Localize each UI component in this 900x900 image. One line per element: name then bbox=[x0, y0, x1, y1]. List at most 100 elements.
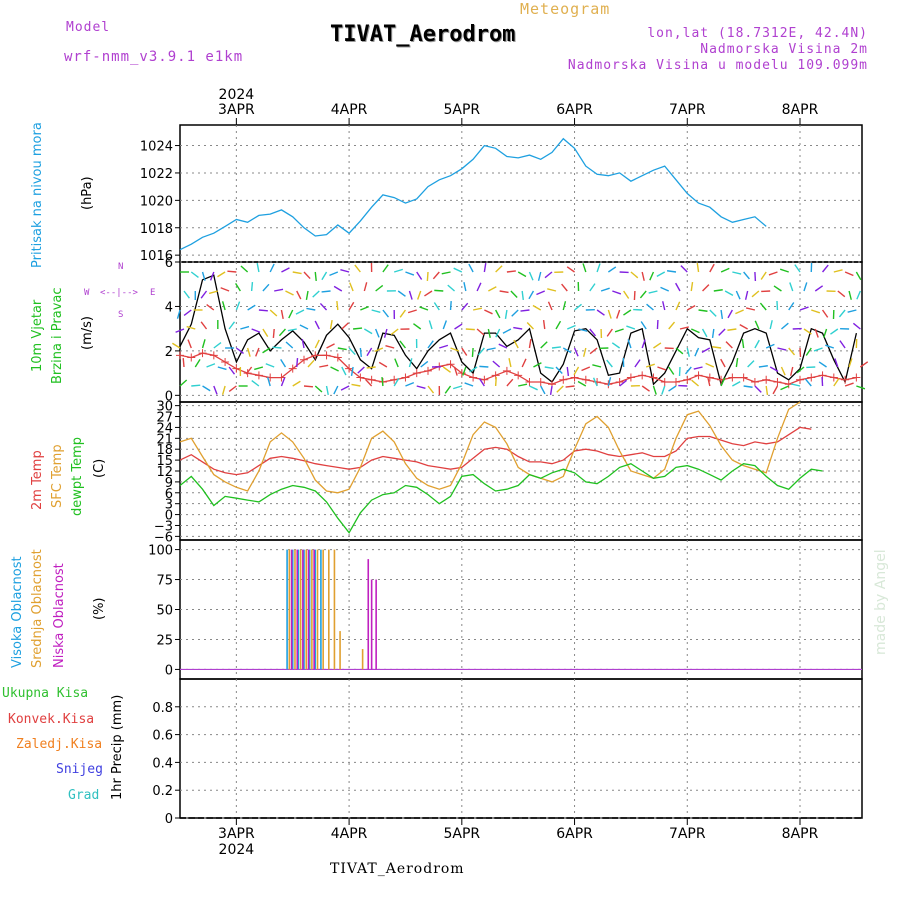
wind-barb bbox=[526, 322, 534, 330]
series-line-0 bbox=[179, 137, 767, 251]
wind-barb bbox=[589, 328, 597, 337]
wind-barb bbox=[487, 328, 491, 338]
wind-barb bbox=[374, 347, 384, 353]
wind-barb bbox=[292, 271, 302, 275]
wind-barb bbox=[684, 366, 692, 375]
wind-barb bbox=[213, 342, 222, 349]
wind-barb bbox=[582, 263, 587, 273]
y-tick-label: 100 bbox=[148, 544, 173, 559]
wind-barb bbox=[668, 385, 677, 392]
y-tick-label: 50 bbox=[156, 604, 173, 619]
wind-barb bbox=[255, 347, 260, 357]
wind-barb bbox=[427, 385, 435, 394]
gust-marker bbox=[660, 378, 669, 386]
gust-marker bbox=[852, 373, 861, 382]
gust-marker bbox=[559, 375, 568, 384]
series-line-2 bbox=[179, 462, 823, 534]
wind-barb bbox=[217, 271, 226, 278]
wind-barb bbox=[221, 301, 226, 311]
y-tick-label: 6 bbox=[165, 487, 173, 502]
wind-barb bbox=[186, 325, 196, 330]
wind-barb bbox=[405, 381, 415, 387]
y-tick-label: 15 bbox=[156, 454, 173, 469]
wind-barb bbox=[611, 342, 621, 349]
wind-barb bbox=[844, 271, 854, 277]
series-line-0 bbox=[179, 274, 858, 387]
wind-barb bbox=[789, 282, 794, 292]
y-tick-label: 0.8 bbox=[152, 701, 173, 716]
wind-compass: N S W E <--|--> bbox=[82, 262, 162, 324]
y-tick-label: 1020 bbox=[140, 194, 173, 209]
wind-barb bbox=[803, 282, 808, 292]
wind-barb bbox=[182, 357, 185, 368]
gust-marker bbox=[367, 375, 376, 384]
wind-barb bbox=[390, 328, 399, 336]
compass-w: W bbox=[84, 288, 90, 298]
wind-barb bbox=[614, 328, 624, 333]
wind-barb bbox=[461, 347, 468, 356]
series-line-1 bbox=[179, 401, 801, 494]
wind-barb bbox=[573, 347, 579, 357]
wind-barb bbox=[709, 309, 717, 317]
wind-barb bbox=[814, 328, 819, 338]
wind-barb bbox=[623, 309, 632, 316]
wind-barb bbox=[314, 339, 320, 349]
wind-barb bbox=[495, 328, 501, 338]
wind-barb bbox=[278, 328, 286, 337]
wind-barb bbox=[337, 347, 347, 351]
y-tick-label: 9 bbox=[165, 476, 173, 491]
wind-barb bbox=[201, 339, 206, 349]
wind-barb bbox=[508, 358, 512, 368]
wind-barb bbox=[378, 361, 388, 368]
wind-barb bbox=[453, 366, 458, 376]
wind-barb bbox=[709, 263, 715, 273]
wind-barb bbox=[702, 284, 710, 292]
wind-barb bbox=[589, 283, 596, 292]
wind-barb bbox=[592, 377, 598, 387]
wind-barb bbox=[281, 267, 290, 273]
wind-barb bbox=[416, 290, 422, 300]
gust-marker bbox=[424, 366, 432, 375]
cloud-panel: 0 25 50 75 100 bbox=[148, 539, 863, 680]
bottom-day-label: 7APR bbox=[669, 826, 706, 842]
wind-barb bbox=[544, 271, 553, 279]
wind-barb bbox=[517, 271, 527, 278]
precip-legend-frz: Zaledj.Kisa bbox=[16, 737, 103, 752]
wind-barb bbox=[235, 282, 241, 292]
wind-barb bbox=[399, 309, 407, 318]
wind-barb bbox=[359, 347, 363, 358]
wind-barb bbox=[454, 323, 463, 330]
wind-barb bbox=[814, 285, 824, 292]
y-tick-label: 0.2 bbox=[152, 784, 173, 799]
wind-barb bbox=[823, 328, 828, 338]
gust-marker bbox=[176, 351, 184, 360]
y-tick-label: 0 bbox=[165, 663, 173, 678]
wind-barb bbox=[472, 307, 483, 311]
y-tick-label: 1024 bbox=[140, 140, 173, 155]
gust-marker bbox=[502, 366, 511, 375]
wind-barb bbox=[562, 301, 567, 311]
wind-barb bbox=[607, 309, 612, 319]
wind-barb bbox=[799, 306, 809, 311]
wind-barb bbox=[743, 271, 750, 280]
wind-barb bbox=[758, 365, 768, 368]
wind-barb bbox=[419, 306, 429, 311]
y-tick-label: 18 bbox=[156, 443, 173, 458]
wind-barb bbox=[803, 328, 812, 335]
wind-panel: 0 2 4 6 bbox=[165, 256, 869, 404]
wind-barb bbox=[834, 358, 839, 368]
wind-barb bbox=[581, 366, 591, 372]
wind-barb bbox=[486, 347, 496, 351]
wind-barb bbox=[540, 341, 548, 349]
wind-barb bbox=[686, 305, 696, 311]
gust-marker bbox=[356, 373, 365, 382]
wind-barb bbox=[450, 347, 460, 352]
wind-barb bbox=[296, 290, 302, 300]
wind-barb bbox=[698, 309, 708, 312]
wind-barb bbox=[492, 360, 501, 368]
wind-barb bbox=[668, 321, 676, 330]
wind-barb bbox=[292, 380, 301, 387]
wind-barb bbox=[187, 339, 192, 349]
wind-barb bbox=[494, 376, 497, 387]
